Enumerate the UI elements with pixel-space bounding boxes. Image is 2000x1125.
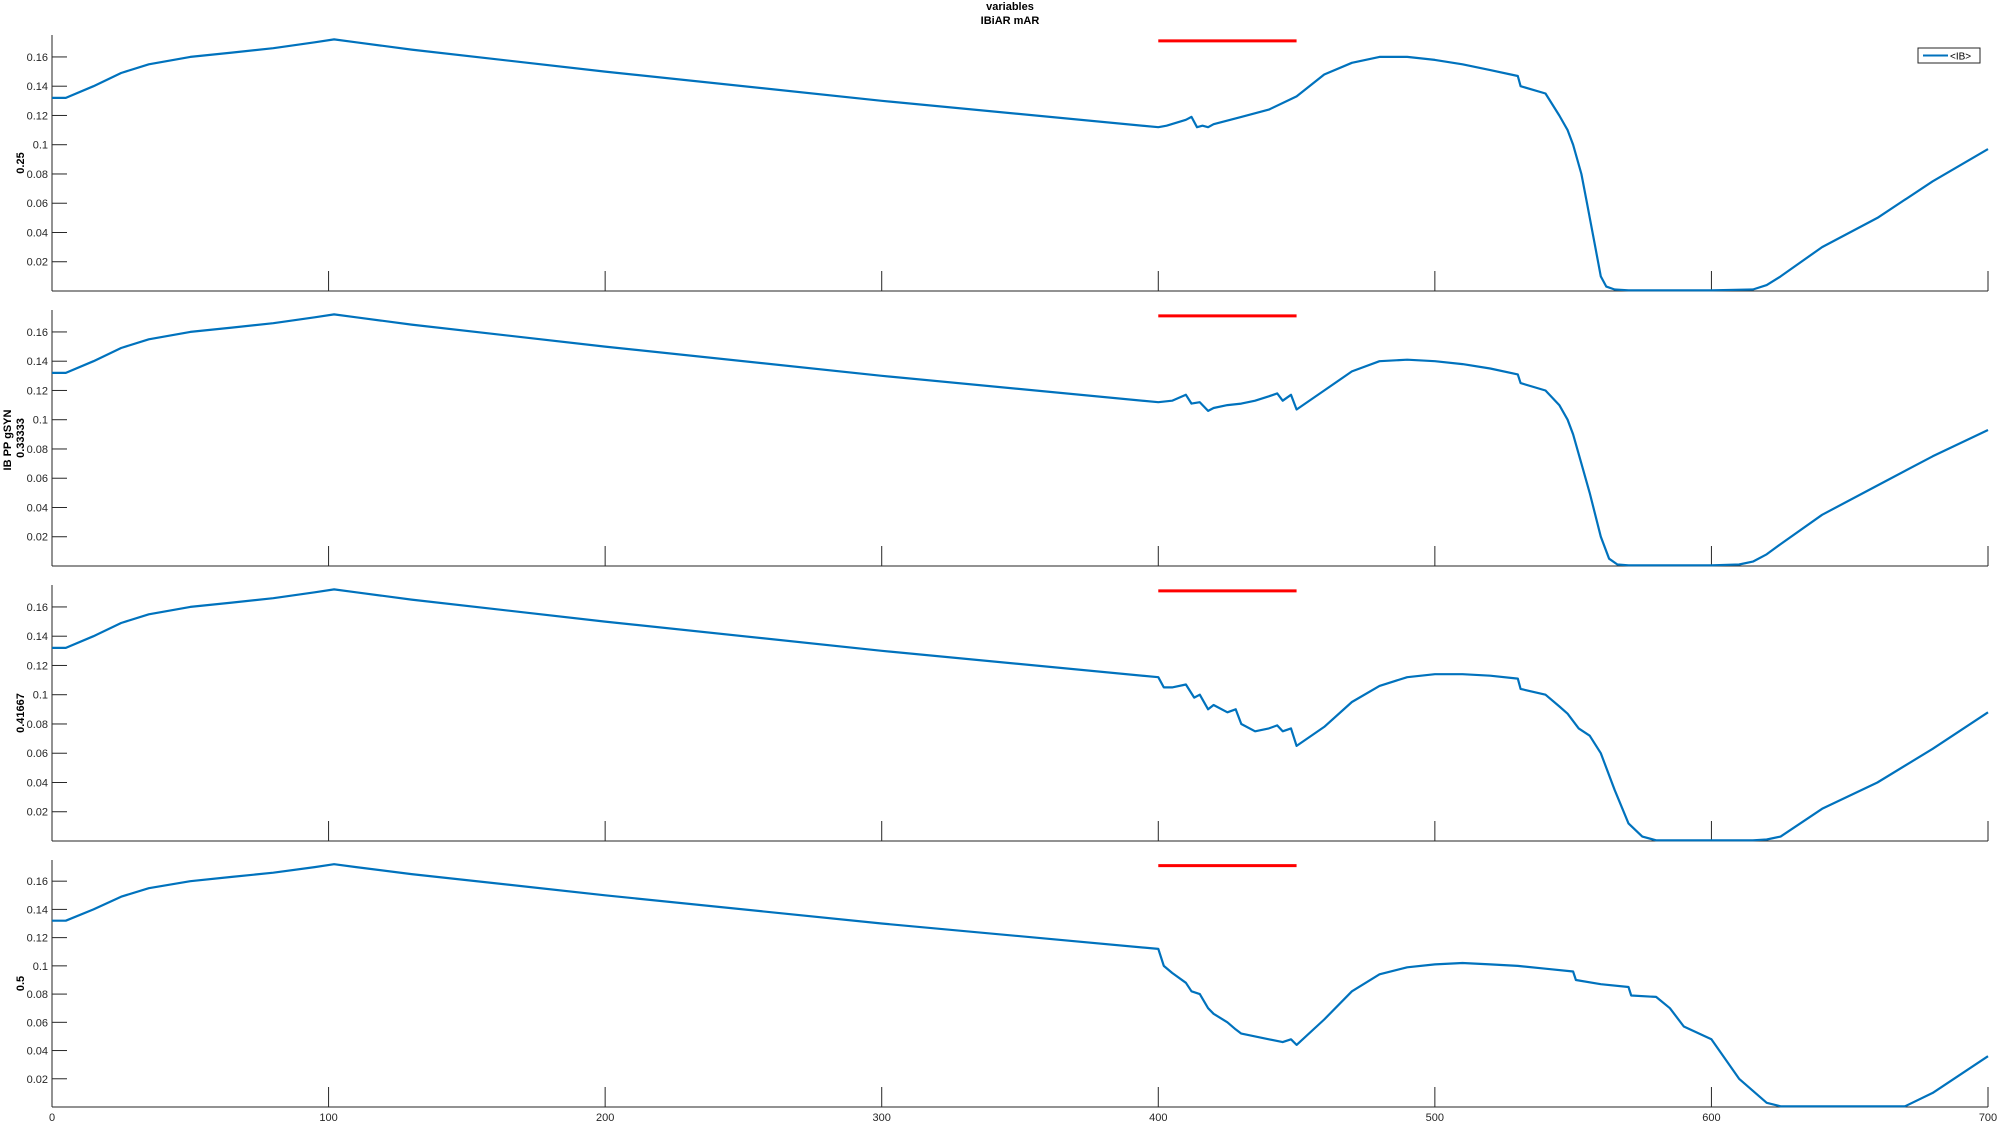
- y-tick-label: 0.08: [27, 444, 48, 456]
- legend-label: <IB>: [1950, 52, 1971, 63]
- y-tick-label: 0.14: [27, 631, 48, 643]
- y-tick-label: 0.06: [27, 1017, 48, 1029]
- y-tick-label: 0.08: [27, 169, 48, 181]
- y-tick-label: 0.06: [27, 473, 48, 485]
- y-tick-label: 0.1: [33, 961, 48, 973]
- x-tick-label: 0: [49, 1112, 55, 1124]
- y-tick-label: 0.02: [27, 807, 48, 819]
- panels: 0.020.040.060.080.10.120.140.160.25<IB>0…: [15, 35, 1997, 1124]
- series-line: [52, 313, 1989, 567]
- panel-1: 0.02 0.04 0.06 0.08 0.1 0.12 0.14 0.16 0.25 <IB>: [15, 35, 1989, 292]
- y-tick-label: 0.12: [27, 660, 48, 672]
- y-tick-label: 0.08: [27, 989, 48, 1001]
- x-tick-label: 500: [1426, 1112, 1444, 1124]
- y-tick-label: 0.14: [27, 904, 48, 916]
- y-tick-label: 0.02: [27, 257, 48, 269]
- legend-box: [1917, 47, 1981, 64]
- y-tick-label: 0.1: [33, 690, 48, 702]
- y-tick-label: 0.14: [27, 356, 48, 368]
- x-tick-label: 700: [1979, 1112, 1997, 1124]
- y-tick-label: 0.02: [27, 1074, 48, 1086]
- x-tick-label: 300: [873, 1112, 891, 1124]
- x-tick-label: 100: [319, 1112, 337, 1124]
- y-tick-label: 0.14: [27, 81, 48, 93]
- y-tick-label: 0.04: [27, 502, 48, 514]
- y-tick-label: 0.12: [27, 385, 48, 397]
- x-tick-label: 200: [596, 1112, 614, 1124]
- x-tick-label: 400: [1149, 1112, 1167, 1124]
- panel-4: 0.02 0.04 0.06 0.08 0.1 0.12 0.14 0.16 0 100 200 30…: [15, 860, 1997, 1124]
- y-tick-label: 0.04: [27, 1046, 48, 1058]
- panel-3: 0.02 0.04 0.06 0.08 0.1 0.12 0.14 0.16 0.41667: [15, 585, 1989, 842]
- figure-title-line2: IBiAR mAR: [981, 15, 1040, 27]
- y-tick-label: 0.16: [27, 876, 48, 888]
- y-tick-label: 0.02: [27, 532, 48, 544]
- y-tick-label: 0.16: [27, 602, 48, 614]
- panel-ylabel: 0.5: [15, 976, 27, 991]
- y-tick-label: 0.04: [27, 227, 48, 239]
- panel-ylabel: 0.25: [15, 152, 27, 173]
- y-tick-label: 0.06: [27, 748, 48, 760]
- y-tick-label: 0.06: [27, 198, 48, 210]
- series-line: [52, 863, 1989, 1108]
- legend: <IB>: [1917, 47, 1981, 64]
- panel-ylabel: 0.33333: [15, 418, 27, 458]
- panel-2: 0.02 0.04 0.06 0.08 0.1 0.12 0.14 0.16 0.33333: [15, 310, 1989, 567]
- group-ylabel: IB PP gSYN: [2, 409, 14, 470]
- y-tick-label: 0.12: [27, 933, 48, 945]
- y-tick-label: 0.16: [27, 52, 48, 64]
- panel-ylabel: 0.41667: [15, 693, 27, 733]
- x-tick-label: 600: [1702, 1112, 1720, 1124]
- y-tick-label: 0.04: [27, 777, 48, 789]
- y-tick-label: 0.12: [27, 110, 48, 122]
- y-tick-label: 0.08: [27, 719, 48, 731]
- figure-title-line1: variables: [986, 1, 1034, 13]
- y-tick-label: 0.1: [33, 140, 48, 152]
- series-line: [52, 588, 1989, 842]
- y-tick-label: 0.16: [27, 327, 48, 339]
- y-tick-label: 0.1: [33, 415, 48, 427]
- series-line: [52, 38, 1989, 292]
